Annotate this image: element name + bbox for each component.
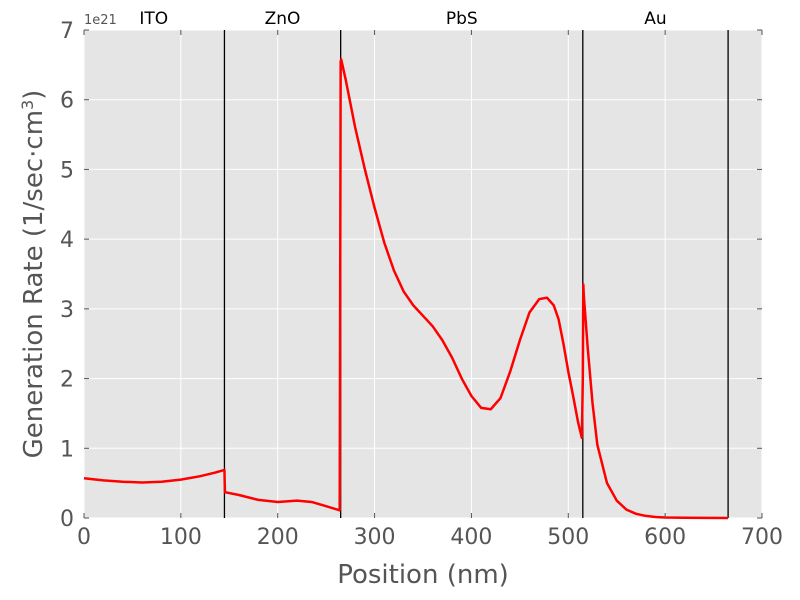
y-tick-label: 4 bbox=[60, 228, 74, 253]
y-axis-label-sup: 3 bbox=[18, 100, 37, 110]
series-group bbox=[83, 58, 729, 520]
generation-rate-line bbox=[83, 58, 729, 520]
y-tick-label: 1 bbox=[60, 437, 74, 462]
y-tick-label: 5 bbox=[60, 158, 74, 183]
y-axis-label-main: Generation Rate (1/sec·cm bbox=[19, 110, 49, 458]
x-tick-label: 400 bbox=[450, 525, 492, 550]
x-tick-label: 700 bbox=[741, 525, 783, 550]
layer-label-au: Au bbox=[644, 9, 666, 29]
x-axis-label: Position (nm) bbox=[337, 560, 509, 590]
x-tick-label: 500 bbox=[547, 525, 589, 550]
x-tick-label: 0 bbox=[77, 525, 91, 550]
y-tick-label: 2 bbox=[60, 368, 74, 393]
x-tick-label: 600 bbox=[644, 525, 686, 550]
y-axis-label: Generation Rate (1/sec·cm3) bbox=[18, 90, 49, 459]
y-tick-label: 6 bbox=[60, 89, 74, 114]
layer-label-zno: ZnO bbox=[265, 9, 301, 29]
layer-labels: ITO ZnO PbS Au bbox=[139, 9, 666, 29]
axis-ticks: 0 100 200 300 400 500 600 700 0 1 2 3 4 5 6 7 bbox=[60, 19, 783, 550]
y-axis-label-close: ) bbox=[19, 90, 49, 100]
y-tick-label: 0 bbox=[60, 507, 74, 532]
grid bbox=[83, 29, 763, 519]
layer-label-pbs: PbS bbox=[446, 9, 478, 29]
x-tick-label: 100 bbox=[160, 525, 202, 550]
layer-label-ito: ITO bbox=[139, 9, 168, 29]
y-offset-label: 1e21 bbox=[84, 13, 117, 28]
y-tick-label: 3 bbox=[60, 298, 74, 323]
x-tick-label: 300 bbox=[354, 525, 396, 550]
x-tick-label: 200 bbox=[257, 525, 299, 550]
y-tick-label: 7 bbox=[60, 19, 74, 44]
plot-area bbox=[84, 30, 762, 518]
